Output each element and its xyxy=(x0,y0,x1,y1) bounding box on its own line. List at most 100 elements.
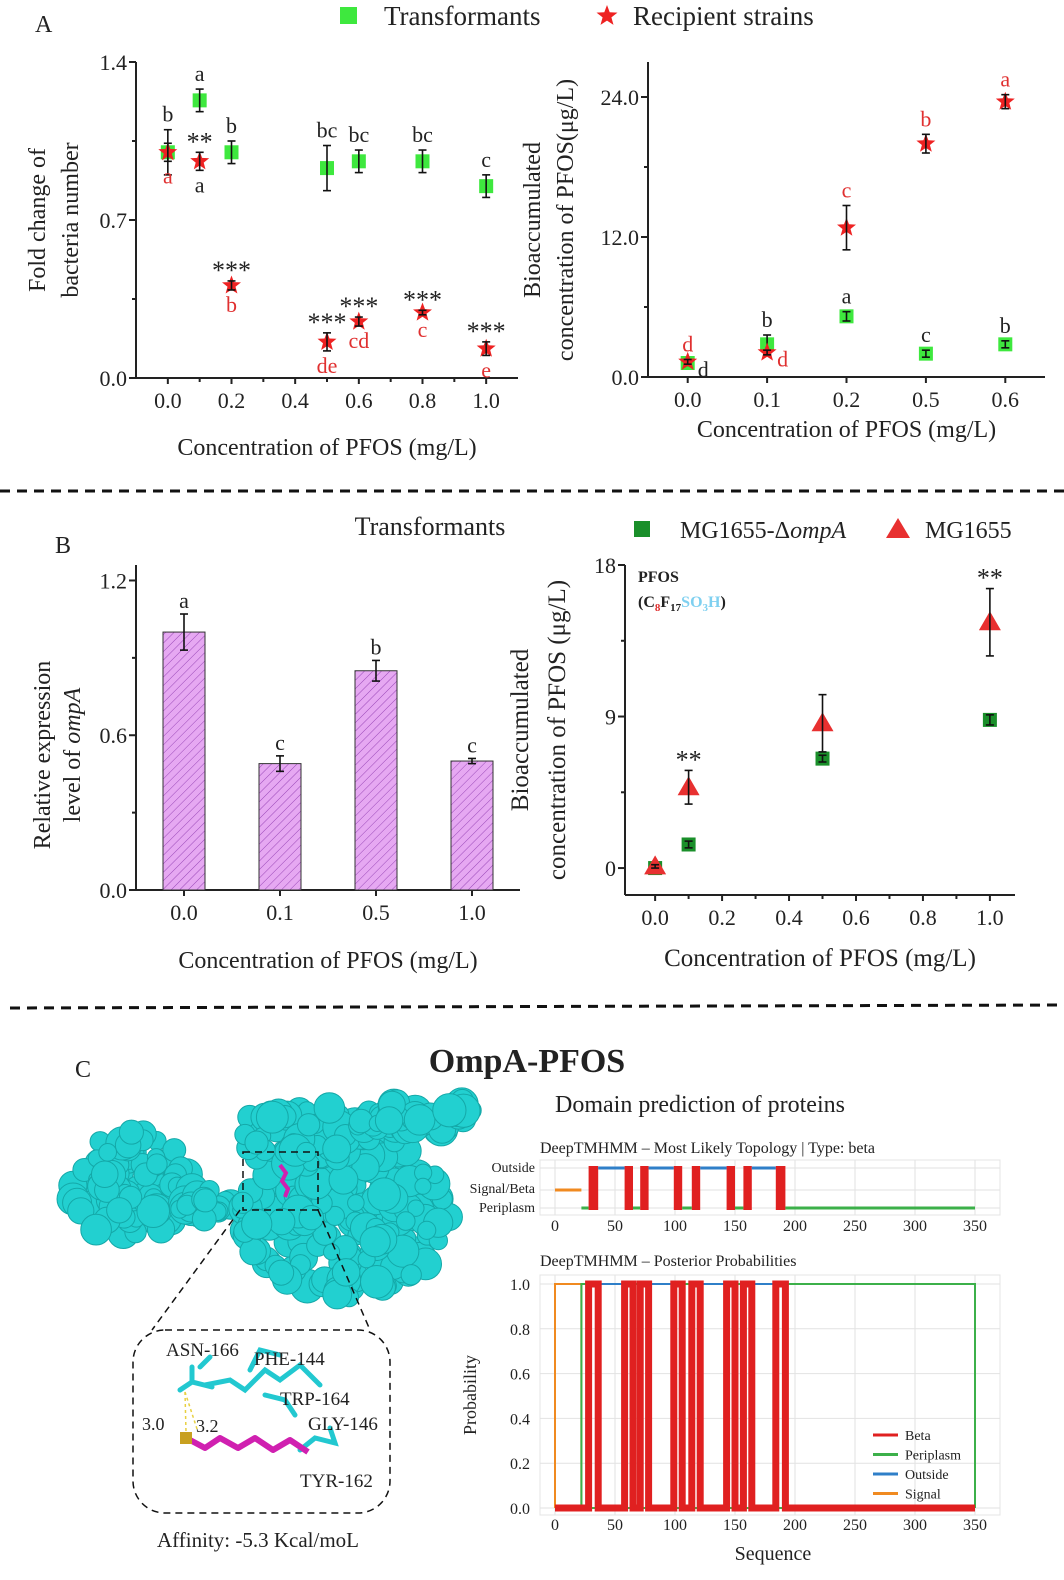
data-point xyxy=(644,855,667,875)
legend-transformants: Transformants xyxy=(384,1,541,31)
x-tick-label: 0.2 xyxy=(833,387,861,412)
x-tick-label: 0.5 xyxy=(362,900,390,925)
significance-letter: a xyxy=(163,163,173,188)
y-tick-label: 24.0 xyxy=(601,85,640,110)
y-tick-label: 1.4 xyxy=(100,50,128,75)
x-tick-label: 0.6 xyxy=(992,387,1020,412)
data-point xyxy=(681,837,696,852)
data-point: *** e xyxy=(467,317,506,383)
y-tick-label: 0.0 xyxy=(100,878,128,903)
surface-bump xyxy=(241,1208,273,1240)
surface-bump xyxy=(322,1134,352,1164)
data-point: a xyxy=(158,142,178,188)
data-point: d xyxy=(757,342,788,372)
c-title: OmpA-PFOS xyxy=(429,1043,625,1080)
panel-label-c: C xyxy=(75,1057,91,1083)
y-tick-label: Outside xyxy=(491,1161,535,1176)
significance-letter: b xyxy=(226,292,237,317)
data-point: b xyxy=(224,113,239,165)
legend-star-marker xyxy=(596,5,618,25)
chart-title: DeepTMHMM – Most Likely Topology | Type:… xyxy=(540,1140,875,1157)
pfos-chain xyxy=(188,1435,310,1455)
surface-bump xyxy=(146,1153,168,1175)
x-tick-label: 100 xyxy=(663,1218,687,1235)
formula-name: PFOS xyxy=(638,569,679,586)
data-point: d xyxy=(678,332,698,370)
legend-label: Periplasm xyxy=(905,1449,961,1464)
x-tick-label: 0.6 xyxy=(345,388,373,413)
x-tick-label: 300 xyxy=(903,1517,927,1534)
x-tick-label: 0.0 xyxy=(641,905,669,930)
legend-label: Signal xyxy=(905,1488,941,1503)
legend-b: MG1655-ΔompA MG1655 xyxy=(634,518,1012,544)
surface-bump xyxy=(407,1199,425,1217)
data-point: ** xyxy=(676,745,702,805)
data-point: c xyxy=(837,178,856,251)
x-axis-label: Concentration of PFOS (mg/L) xyxy=(177,435,476,461)
x-tick-label: 150 xyxy=(723,1517,747,1534)
formula-part: H xyxy=(708,594,721,611)
surface-bump xyxy=(268,1207,296,1236)
significance-letter: b xyxy=(920,106,931,131)
beta-segment xyxy=(743,1166,752,1210)
formula-part: SO xyxy=(681,594,702,611)
significance-letter: de xyxy=(317,353,338,378)
surface-bump xyxy=(395,1211,416,1231)
panel-label-b: B xyxy=(55,533,71,559)
significance-letter: a xyxy=(179,588,189,613)
significance-letter: bc xyxy=(348,122,369,147)
divider-2 xyxy=(9,1003,1064,1010)
data-point: a xyxy=(839,284,854,324)
protein-surface-image xyxy=(56,1087,482,1310)
binding-site-box xyxy=(242,1151,319,1211)
x-tick-label: 0.2 xyxy=(708,905,736,930)
y-tick-label: 0.4 xyxy=(510,1411,530,1428)
x-tick-label: 0.8 xyxy=(409,388,437,413)
data-point: a xyxy=(995,67,1015,110)
legend-label: Outside xyxy=(905,1468,949,1483)
data-point: c xyxy=(918,322,933,361)
y-tick-label: 0.0 xyxy=(510,1501,530,1518)
surface-bump xyxy=(98,1142,118,1162)
significance-stars: ** xyxy=(676,745,702,774)
bar xyxy=(258,763,302,891)
residue-label: TRP-164 xyxy=(280,1389,350,1410)
legend-triangle-marker xyxy=(886,518,910,538)
chart-1: 0.0 12.0 24.0 0.0 0.1 0.2 0.5 0.6 Concentration … xyxy=(520,62,1045,443)
x-tick-label: 250 xyxy=(843,1517,867,1534)
y-tick-label: 0.7 xyxy=(100,208,128,233)
x-tick-label: 0.6 xyxy=(842,905,870,930)
significance-letter: c xyxy=(467,732,477,757)
surface-bump xyxy=(403,1104,436,1136)
significance-letter: a xyxy=(842,284,852,309)
x-tick-label: 1.0 xyxy=(976,905,1004,930)
significance-stars: *** xyxy=(212,256,251,285)
surface-bump xyxy=(417,1220,437,1240)
beta-segment xyxy=(691,1166,701,1210)
chart-2: 0.0 0.6 1.2 0.0 0.1 0.5 1.0 Concentration of PF… xyxy=(30,565,520,974)
significance-letter: c xyxy=(481,147,491,172)
surface-bump xyxy=(90,1160,119,1188)
x-tick-label: 350 xyxy=(963,1218,987,1235)
plot-area xyxy=(539,1274,1001,1516)
legend-recipient: Recipient strains xyxy=(633,1,814,31)
x-tick-label: 350 xyxy=(963,1517,987,1534)
significance-letter: c xyxy=(418,317,428,342)
significance-stars: ** xyxy=(187,127,213,156)
x-tick-label: 200 xyxy=(783,1517,807,1534)
y-tick-label: Periplasm xyxy=(479,1201,535,1216)
significance-letter: b xyxy=(762,307,773,332)
y-tick-label: Signal/Beta xyxy=(470,1182,536,1197)
zoom-line-left xyxy=(151,1209,241,1331)
significance-letter: cd xyxy=(348,328,369,353)
formula: (C8F17SO3H) xyxy=(638,594,726,614)
affinity-label: Affinity: -5.3 Kcal/moL xyxy=(157,1528,359,1552)
surface-bump xyxy=(106,1197,133,1224)
surface-bump xyxy=(255,1100,289,1134)
domain-title: Domain prediction of proteins xyxy=(555,1092,845,1118)
surface-bump xyxy=(374,1106,404,1135)
bar xyxy=(354,670,398,891)
surface-bump xyxy=(268,1259,295,1286)
beta-segment xyxy=(588,1166,599,1210)
